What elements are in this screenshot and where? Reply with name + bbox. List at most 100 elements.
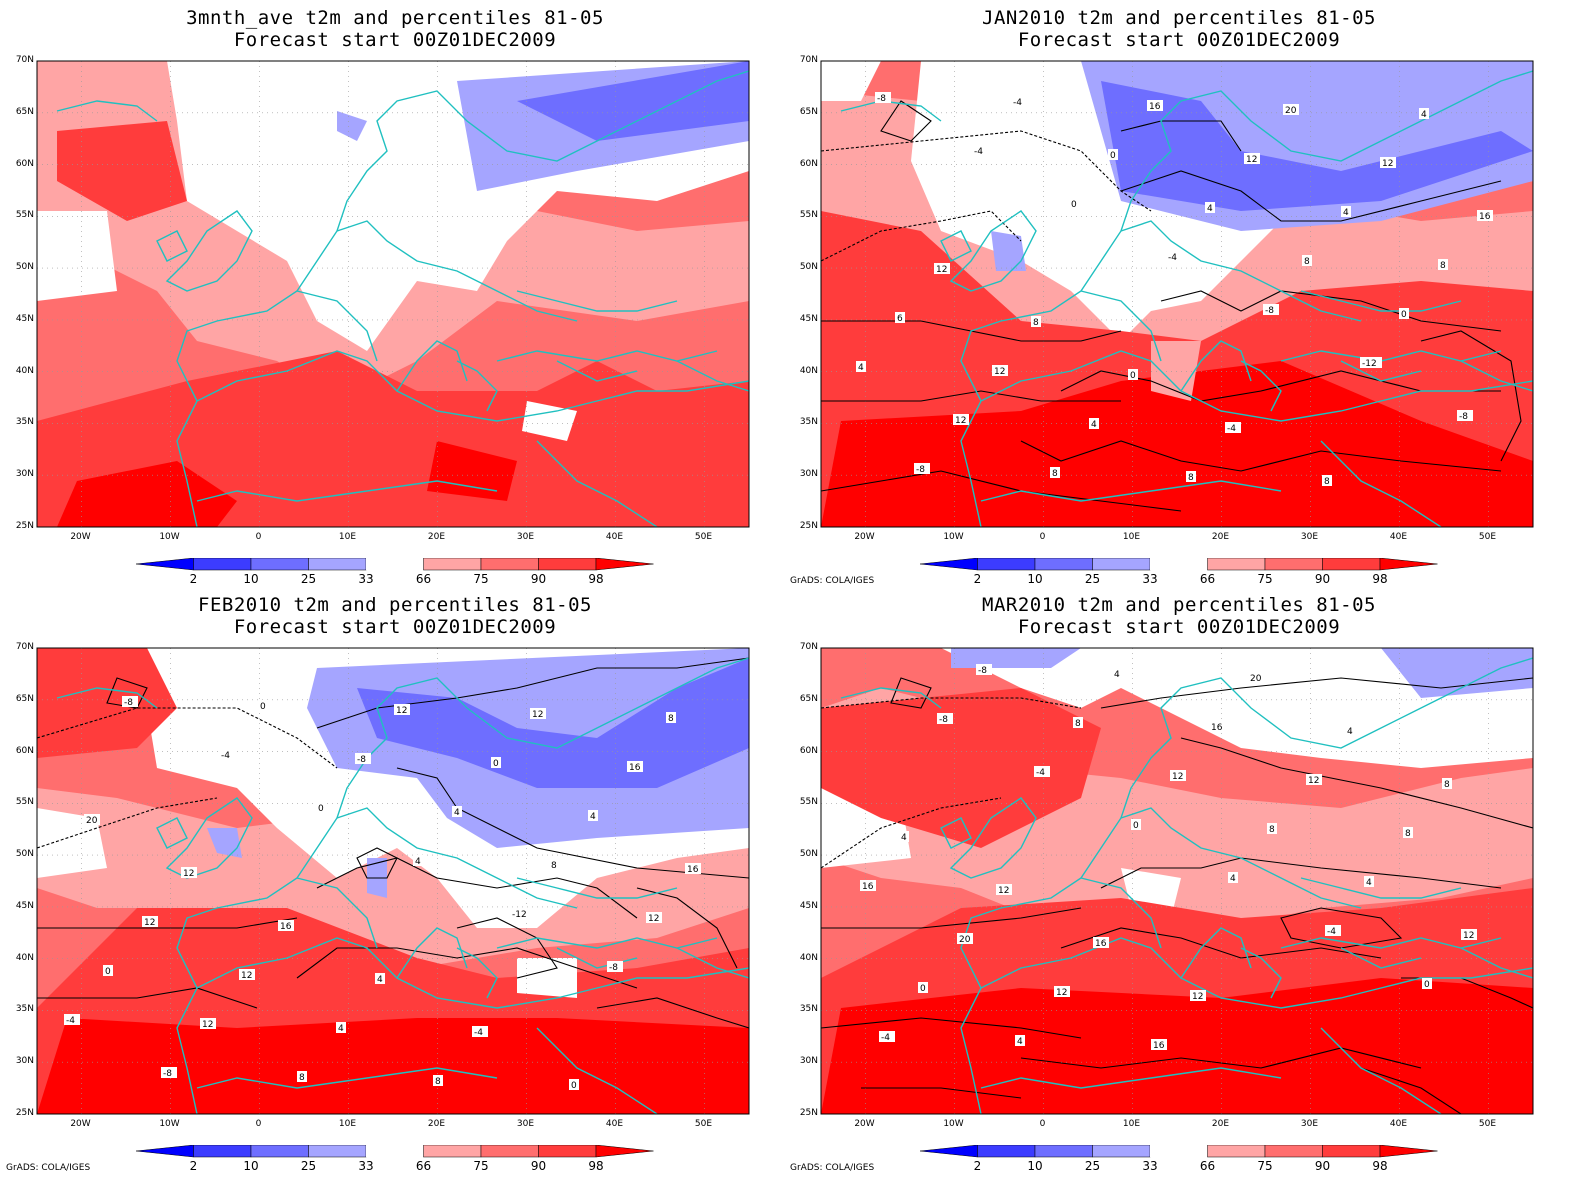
colorbar-label: 66 (415, 1159, 432, 1173)
contour-line (1100, 677, 1533, 709)
contour-line (356, 847, 398, 879)
contour-label: 0 (1128, 369, 1138, 381)
panel-subtitle: Forecast start 00Z01DEC2009 (1017, 616, 1341, 638)
percentile-region (1101, 81, 1533, 211)
percentile-region (37, 211, 117, 301)
svg-text:6: 6 (897, 314, 903, 324)
lon-tick-label: 10W (943, 1119, 964, 1129)
contour-line (821, 470, 1182, 512)
percentile-region (57, 121, 187, 221)
svg-text:12: 12 (183, 869, 194, 879)
coastline (1080, 877, 1162, 949)
contour-line (821, 797, 1002, 869)
coastline (396, 927, 468, 979)
colorbar-label: 98 (588, 572, 604, 586)
svg-text:8: 8 (668, 714, 674, 724)
contour-label: 20 (957, 933, 973, 945)
colorbar-label: 2 (973, 1159, 982, 1173)
contour-label: -8 (1457, 410, 1473, 422)
contour-line (37, 797, 218, 849)
svg-text:12: 12 (241, 971, 252, 981)
coastline (1300, 290, 1462, 312)
colorbar-label: 98 (588, 1159, 604, 1173)
coastline (516, 290, 678, 312)
svg-text:0: 0 (1110, 151, 1116, 161)
svg-text:-4: -4 (1168, 253, 1177, 263)
svg-text:4: 4 (1230, 874, 1236, 884)
svg-text:0: 0 (105, 967, 111, 977)
lon-tick-label: 10E (338, 1119, 357, 1129)
contour-label: 8 (1073, 717, 1083, 729)
lat-tick-label: 55N (799, 797, 818, 808)
colorbar-label: 10 (1027, 1159, 1043, 1173)
colorbar-swatch (1322, 558, 1381, 571)
contour-label: 20 (84, 814, 100, 826)
lon-tick-label: 0 (255, 532, 262, 542)
lon-tick-label: 40E (605, 532, 624, 542)
contour-label: 4 (1089, 418, 1099, 430)
coastline (940, 817, 972, 849)
lon-tick-label: 10E (1122, 1119, 1141, 1129)
svg-text:8: 8 (1269, 825, 1275, 835)
contour-label: 12 (1170, 770, 1186, 782)
map-area: -8 -4 0 -4 -8 -12 -8 -8 -4 0 4 8 0 4 12 8 16 12 4 8 6 12 4 8 20 1… (820, 60, 1534, 528)
svg-text:-8: -8 (1459, 412, 1468, 422)
contour-label: -12 (510, 908, 532, 920)
coastline (196, 1067, 498, 1089)
colorbar-label: 25 (300, 1159, 317, 1173)
contour-label: 12 (1190, 990, 1206, 1002)
lat-tick-label: 65N (15, 106, 34, 117)
lat-tick-label: 35N (799, 417, 818, 428)
contour-label: 4 (375, 973, 385, 985)
svg-text:12: 12 (1192, 992, 1203, 1002)
svg-text:0: 0 (920, 984, 926, 994)
svg-text:16: 16 (1479, 212, 1491, 222)
lat-tick-label: 55N (799, 210, 818, 221)
coastline (960, 350, 1533, 527)
svg-text:12: 12 (1463, 931, 1474, 941)
lat-tick-label: 60N (15, 745, 34, 756)
percentile-region (951, 648, 1081, 668)
svg-text:0: 0 (1401, 310, 1407, 320)
svg-text:12: 12 (1056, 988, 1067, 998)
contour-label: -4 (1325, 925, 1341, 937)
lon-tick-label: 40E (605, 1119, 624, 1129)
contour-label: 8 (297, 1071, 307, 1083)
contour-label: 4 (1364, 876, 1374, 888)
contour-label: 12 (996, 884, 1012, 896)
lat-tick-label: 45N (799, 900, 818, 911)
coastline (960, 70, 1533, 402)
coastline (536, 440, 658, 527)
svg-text:8: 8 (1075, 719, 1081, 729)
svg-text:8: 8 (551, 861, 557, 871)
contour-line (890, 677, 932, 709)
svg-text:-8: -8 (357, 755, 366, 765)
contour-label: -4 (1225, 422, 1241, 434)
colorbar-swatch (977, 1145, 1036, 1158)
svg-text:4: 4 (377, 975, 383, 985)
svg-text:16: 16 (1149, 102, 1161, 112)
svg-text:-8: -8 (163, 1069, 172, 1079)
svg-text:0: 0 (1133, 821, 1139, 831)
lat-tick-label: 40N (799, 365, 818, 376)
contour-line (821, 1017, 1082, 1039)
svg-text:-8: -8 (916, 465, 925, 475)
contour-label: 8 (1186, 471, 1196, 483)
svg-text:4: 4 (1017, 1037, 1023, 1047)
coastline (296, 877, 378, 949)
coastline (676, 947, 749, 979)
colorbar-label: 33 (358, 572, 374, 586)
colorbar-swatch (595, 1145, 654, 1158)
contour-label: 6 (895, 312, 905, 324)
contour-label: 12 (530, 708, 546, 720)
percentile-region (357, 658, 749, 788)
lat-tick-label: 30N (799, 1056, 818, 1067)
lat-tick-label: 70N (799, 55, 818, 65)
contour-label: -8 (976, 664, 992, 676)
colorbar-swatch (538, 558, 597, 571)
contour-label: -4 (972, 145, 988, 157)
colorbar-label: 33 (1142, 1159, 1158, 1173)
svg-text:0: 0 (318, 804, 324, 814)
contour-line (1420, 330, 1522, 462)
coastline (1180, 340, 1252, 392)
